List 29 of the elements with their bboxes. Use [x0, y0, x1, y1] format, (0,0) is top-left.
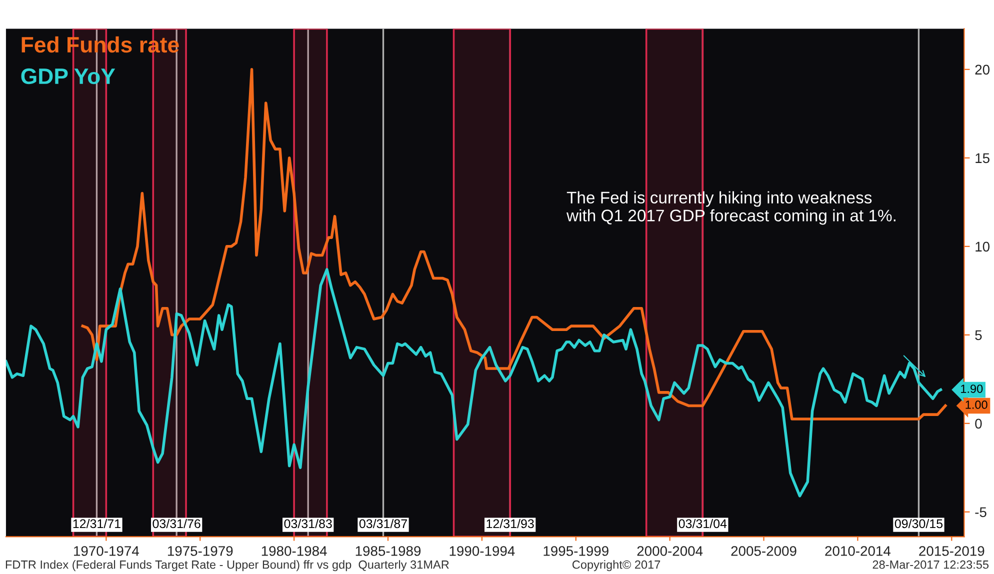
- x-tick-label: 2015-2019: [919, 546, 984, 556]
- x-tick-label: 1990-1994: [450, 546, 515, 556]
- annotation: 1.90: [961, 384, 983, 393]
- y-tick-label: 10: [976, 242, 990, 252]
- x-tick-label: 1985-1989: [356, 546, 421, 556]
- x-tick-label: 1970-1974: [74, 546, 139, 556]
- line-series: [6, 268, 942, 498]
- ref-line-label: 09/30/15: [894, 518, 943, 528]
- ref-line-label: 12/31/93: [486, 518, 534, 528]
- y-tick-label: -5: [975, 507, 986, 518]
- text: 28-Mar-2017 12:23:55: [872, 560, 989, 569]
- y-tick-label: 20: [975, 64, 990, 75]
- x-tick-label: 1995-1999: [544, 546, 608, 556]
- text: Copyright© 2017: [572, 560, 660, 572]
- ref-line-label: 03/31/83: [284, 518, 332, 528]
- ref-line-label: 03/31/87: [359, 518, 407, 528]
- annotation: 1.00: [966, 400, 988, 409]
- text: FDTR Index (Federal Funds Target Rate - Upper Bound) ffr vs gdp Quarterly 31MAR: [6, 560, 449, 572]
- y-tick-label: 0: [975, 418, 982, 429]
- x-tick-label: 2000-2004: [637, 546, 703, 556]
- y-tick-label: 15: [976, 153, 990, 164]
- y-tick-label: 5: [975, 330, 982, 340]
- x-tick-label: 1980-1984: [262, 546, 327, 556]
- x-tick-label: 2005-2009: [731, 546, 796, 556]
- ref-line-label: 12/31/71: [73, 518, 120, 528]
- x-tick-label: 1975-1979: [168, 546, 233, 556]
- ref-line-label: 03/31/04: [678, 518, 727, 528]
- ref-line-label: 03/31/76: [152, 518, 200, 528]
- x-tick-label: 2010-2014: [825, 546, 891, 556]
